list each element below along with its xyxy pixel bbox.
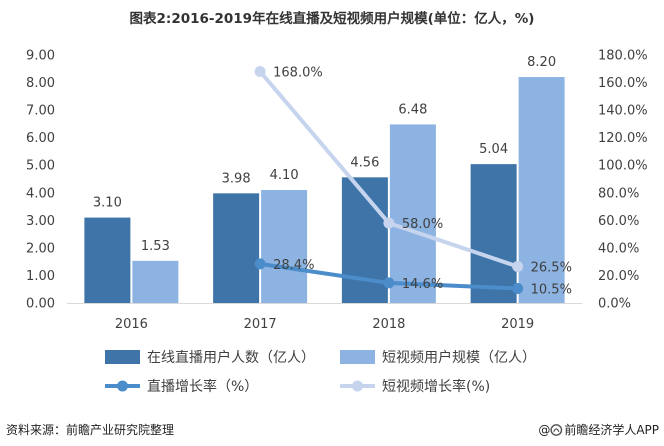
- chart-title: 图表2:2016-2019年在线直播及短视频用户规模(单位：亿人，%): [130, 10, 535, 27]
- right-tick-label: 100.0%: [598, 159, 648, 174]
- right-tick-label: 40.0%: [598, 241, 639, 256]
- legend-swatch: [105, 350, 140, 364]
- x-tick-label: 2019: [501, 317, 534, 332]
- short-video-users-bar: [261, 190, 308, 303]
- legend-item-live-streaming-growth-rate: 直播增长率（%）: [105, 378, 258, 395]
- live-streaming-users-data-label: 5.04: [479, 142, 508, 157]
- short-video-users-bar: [132, 260, 179, 303]
- left-tick-label: 5.00: [26, 159, 55, 174]
- right-tick-label: 60.0%: [598, 214, 639, 229]
- right-tick-label: 160.0%: [598, 76, 648, 91]
- qianzhan-logo-icon: [550, 424, 563, 436]
- live-streaming-growth-rate-data-label: 14.6%: [402, 277, 443, 292]
- short-video-growth-rate-marker: [512, 260, 524, 272]
- live-streaming-users-data-label: 3.98: [222, 171, 251, 186]
- right-tick-label: 0.0%: [598, 297, 631, 312]
- x-tick-label: 2016: [115, 317, 148, 332]
- live-streaming-growth-rate-marker: [512, 283, 524, 295]
- left-tick-label: 4.00: [26, 186, 55, 201]
- right-tick-label: 180.0%: [598, 49, 648, 64]
- left-tick-label: 0.00: [26, 297, 55, 312]
- short-video-users-data-label: 1.53: [141, 239, 170, 254]
- credit-name: 前瞻经济学人APP: [564, 422, 659, 437]
- left-tick-label: 9.00: [26, 49, 55, 64]
- live-streaming-users-bar: [470, 164, 517, 303]
- x-axis: 2016 2017 2018 2019: [115, 317, 534, 332]
- credit: @ 前瞻经济学人APP: [538, 422, 659, 437]
- legend-swatch-marker: [117, 380, 128, 392]
- live-streaming-users-bar: [84, 217, 131, 303]
- right-tick-label: 80.0%: [598, 186, 639, 201]
- source-note: 资料来源：前瞻产业研究院整理: [6, 422, 174, 437]
- legend-item-short-video-users: 短视频用户规模（亿人）: [340, 349, 536, 366]
- legend-label: 直播增长率（%）: [147, 378, 258, 395]
- short-video-growth-rate-data-label: 26.5%: [531, 260, 572, 275]
- data-labels: 3.10 3.98 4.56 5.04 1.53 4.10 6.48 8.20 28.4% 14.…: [93, 55, 572, 297]
- left-tick-label: 8.00: [26, 76, 55, 91]
- legend: 在线直播用户人数（亿人） 短视频用户规模（亿人） 直播增长率（%） 短视频增长率(%): [105, 349, 536, 395]
- live-streaming-growth-rate-data-label: 28.4%: [273, 258, 314, 273]
- legend-label: 短视频增长率(%): [382, 378, 490, 395]
- left-tick-label: 1.00: [26, 269, 55, 284]
- legend-label: 短视频用户规模（亿人）: [382, 349, 536, 366]
- short-video-growth-rate-data-label: 168.0%: [273, 66, 323, 81]
- short-video-users-data-label: 8.20: [527, 55, 556, 70]
- right-tick-label: 20.0%: [598, 269, 639, 284]
- short-video-users-bar: [518, 77, 565, 304]
- live-streaming-growth-rate-marker: [254, 258, 266, 270]
- live-streaming-growth-rate-marker: [383, 277, 395, 289]
- live-streaming-growth-rate-data-label: 10.5%: [531, 283, 572, 298]
- short-video-users-data-label: 6.48: [398, 102, 427, 117]
- legend-swatch-marker: [352, 380, 363, 392]
- right-tick-label: 140.0%: [598, 104, 648, 119]
- credit-at-sign: @: [538, 423, 550, 437]
- legend-swatch: [340, 350, 375, 364]
- short-video-users-bar: [389, 124, 436, 303]
- short-video-growth-rate-marker: [383, 217, 395, 229]
- right-axis: 0.0% 20.0% 40.0% 60.0% 80.0% 100.0% 120.0% 140.…: [598, 49, 648, 312]
- legend-item-live-streaming-users: 在线直播用户人数（亿人）: [105, 349, 315, 366]
- left-tick-label: 7.00: [26, 104, 55, 119]
- live-streaming-users-bar: [213, 193, 260, 303]
- short-video-users-data-label: 4.10: [270, 168, 299, 183]
- left-axis: 0.00 1.00 2.00 3.00 4.00 5.00 6.00 7.00 8.00 9.00: [26, 49, 55, 312]
- bar-series: [84, 77, 565, 304]
- right-tick-label: 120.0%: [598, 131, 648, 146]
- live-streaming-users-data-label: 3.10: [93, 196, 122, 211]
- left-tick-label: 6.00: [26, 131, 55, 146]
- legend-item-short-video-growth-rate: 短视频增长率(%): [340, 378, 490, 395]
- x-tick-label: 2017: [244, 317, 277, 332]
- short-video-growth-rate-data-label: 58.0%: [402, 217, 443, 232]
- live-streaming-users-data-label: 4.56: [350, 155, 379, 170]
- left-tick-label: 2.00: [26, 241, 55, 256]
- short-video-growth-rate-marker: [254, 66, 266, 78]
- line-series: [254, 66, 524, 295]
- x-tick-label: 2018: [372, 317, 405, 332]
- left-tick-label: 3.00: [26, 214, 55, 229]
- legend-label: 在线直播用户人数（亿人）: [147, 349, 315, 366]
